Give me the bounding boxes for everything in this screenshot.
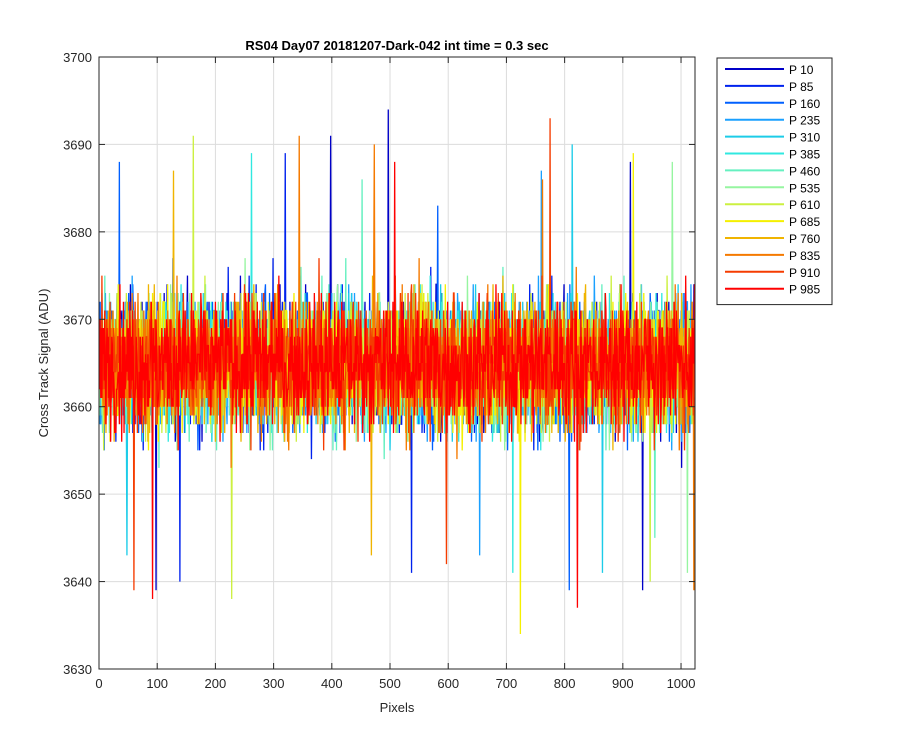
x-tick-label: 400: [321, 676, 343, 691]
y-axis-label: Cross Track Signal (ADU): [36, 289, 51, 438]
legend-label: P 460: [789, 164, 820, 178]
y-tick-label: 3630: [63, 662, 92, 677]
y-tick-label: 3670: [63, 312, 92, 327]
x-tick-label: 1000: [667, 676, 696, 691]
traces: [99, 109, 695, 635]
x-tick-label: 300: [263, 676, 285, 691]
y-tick-label: 3680: [63, 225, 92, 240]
legend-label: P 985: [789, 283, 820, 297]
legend-label: P 610: [789, 198, 820, 212]
x-tick-label: 0: [95, 676, 102, 691]
x-tick-label: 100: [146, 676, 168, 691]
x-tick-label: 600: [437, 676, 459, 691]
legend-label: P 535: [789, 181, 820, 195]
legend: P 10 P 85 P 160 P 235 P 310 P 385 P 460 P 535 P …: [716, 57, 833, 306]
x-tick-label: 700: [496, 676, 518, 691]
series-line-p910: [99, 118, 695, 591]
legend-label: P 385: [789, 148, 820, 162]
chart-title: RS04 Day07 20181207-Dark-042 int time = …: [245, 38, 548, 53]
legend-label: P 310: [789, 131, 820, 145]
axes-box: [98, 56, 696, 670]
x-tick-label: 500: [379, 676, 401, 691]
legend-box: [716, 57, 833, 306]
legend-label: P 760: [789, 232, 820, 246]
x-tick-label: 800: [554, 676, 576, 691]
legend-label: P 910: [789, 266, 820, 280]
x-tick-label: 900: [612, 676, 634, 691]
y-tick-label: 3700: [63, 50, 92, 65]
plot-area: 0 100 200 300 400 500 600 700 800 900 1000 3630 3640…: [63, 50, 696, 691]
x-tick-label: 200: [205, 676, 227, 691]
legend-label: P 160: [789, 97, 820, 111]
y-tick-label: 3690: [63, 137, 92, 152]
legend-label: P 835: [789, 249, 820, 263]
legend-label: P 685: [789, 215, 820, 229]
legend-label: P 10: [789, 63, 814, 77]
legend-label: P 85: [789, 80, 814, 94]
x-axis-label: Pixels: [380, 700, 415, 715]
y-tick-label: 3640: [63, 575, 92, 590]
series-line-p985: [99, 161, 695, 608]
legend-label: P 235: [789, 114, 820, 128]
y-tick-label: 3650: [63, 487, 92, 502]
y-tick-label: 3660: [63, 400, 92, 415]
